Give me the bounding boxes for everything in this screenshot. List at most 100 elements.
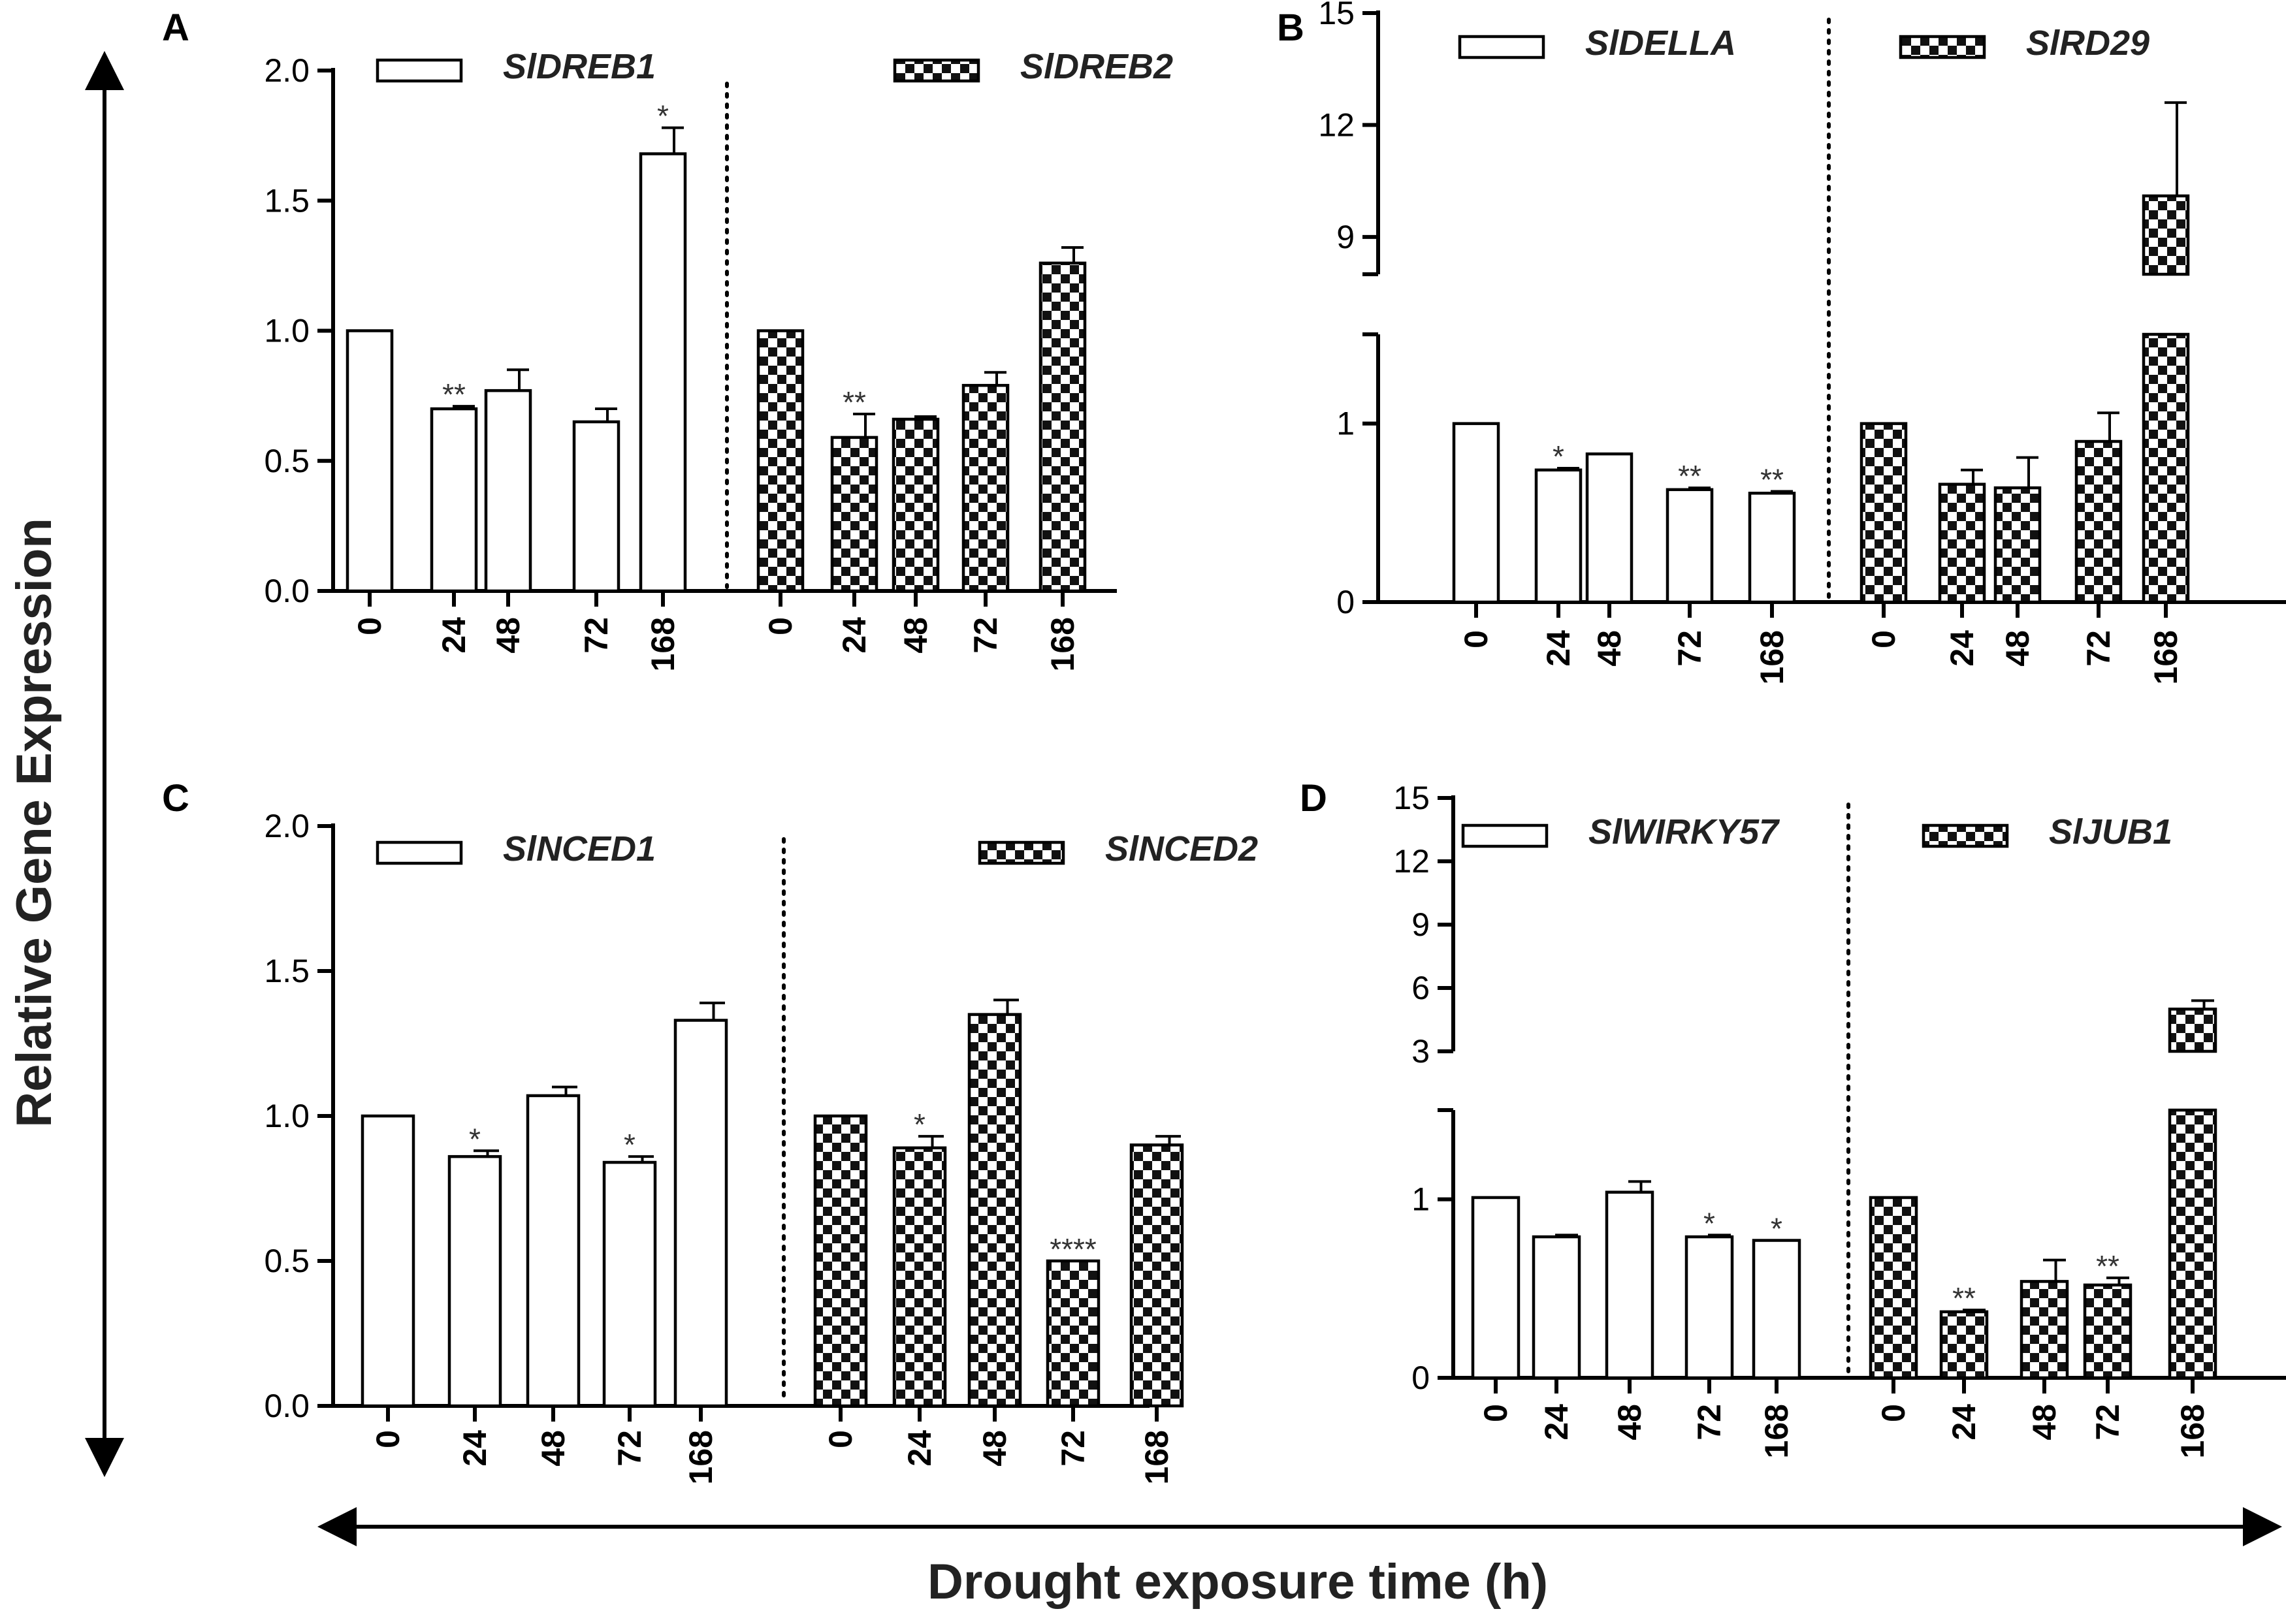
significance-mark: * [469,1122,481,1156]
bar-slnced2-0 [813,1114,868,1408]
bar-sldreb1-168 [639,152,687,593]
significance-mark: * [1703,1206,1715,1240]
bar-sljub1-0 [1869,1196,1918,1380]
x-tick-label: 24 [1540,630,1577,667]
x-tick-label: 168 [645,617,681,671]
significance-mark: * [1553,439,1564,473]
legend-swatch-slrd29 [1899,35,1986,59]
legend-swatch-sljub1 [1922,823,2009,848]
bar-sldreb1-48 [484,389,532,593]
x-tick-label: 72 [1691,1404,1728,1441]
x-tick-label: 168 [1044,617,1081,671]
bar-sldella-72 [1666,488,1714,604]
x-tick-label: 72 [2080,630,2117,667]
x-tick-label: 48 [1591,630,1628,667]
x-tick-label: 48 [1999,630,2036,667]
x-tick-label: 24 [436,617,472,654]
x-tick-label: 168 [1138,1430,1175,1484]
x-tick-label: 48 [1611,1404,1648,1441]
x-tick-label: 168 [1754,630,1790,684]
bar-slnced1-24 [447,1154,502,1408]
y-tick-label: 0.0 [264,1388,310,1424]
bar-sldreb2-24 [830,436,878,593]
panel-letter: C [162,777,189,820]
y-tick-label: 15 [1393,780,1430,816]
y-axis-title: Relative Gene Expression [7,518,62,1128]
x-tick-label: 168 [1758,1404,1795,1458]
bar-slnced2-24 [892,1146,947,1408]
y-tick-label: 1.0 [264,313,310,349]
bar-slwirky57-24 [1532,1235,1581,1380]
y-tick-label: 6 [1411,970,1430,1006]
bar-sldreb2-72 [961,383,1010,593]
x-tick-label: 72 [1055,1430,1091,1467]
bar-sldella-0 [1452,422,1500,604]
y-tick-label: 12 [1393,843,1430,880]
x-tick-label: 0 [370,1430,406,1448]
significance-mark: **** [1050,1232,1097,1266]
panel-letter: A [162,7,189,49]
legend-label-slrd29: SlRD29 [2026,24,2149,63]
x-tick-label: 72 [2089,1404,2126,1441]
x-tick-label: 168 [2174,1404,2211,1458]
y-tick-label: 3 [1411,1033,1430,1070]
y-tick-label: 15 [1318,0,1355,31]
y-tick-label: 1.0 [264,1098,310,1134]
bar-sljub1-168-lower [2168,1108,2217,1380]
y-tick-label: 9 [1336,219,1355,255]
significance-mark: ** [442,377,466,411]
bar-sljub1-24 [1939,1310,1989,1380]
bar-sldreb1-72 [572,420,620,593]
x-tick-label: 0 [351,617,388,635]
y-tick-label: 9 [1411,906,1430,943]
significance-mark: * [914,1107,926,1141]
bar-sldreb1-24 [430,407,478,593]
panel-c: C 0.0 0.5 1.0 1.5 2.0 0 24 * 48 72 * 168 SlNCED1 0 24 * 4… [162,777,1258,1484]
bar-slrd29-168-lower [2142,332,2190,604]
x-tick-label: 48 [490,617,526,654]
significance-mark: ** [1678,459,1701,493]
bar-sldella-48 [1585,452,1634,604]
y-tick-label: 1 [1336,406,1355,442]
x-tick-label: 72 [578,617,615,654]
bar-sldreb2-0 [756,329,805,593]
y-tick-label: 1.5 [264,953,310,989]
y-tick-label: 12 [1318,106,1355,143]
significance-mark: ** [843,385,866,419]
bar-slrd29-24 [1938,483,1986,604]
y-tick-label: 0 [1411,1360,1430,1396]
x-tick-label: 24 [901,1430,938,1467]
legend-label-sldreb1: SlDREB1 [503,47,656,86]
panel-d: D 0 1 3 6 9 12 15 0 24 48 72 * 168 * SlWIRKY57 0 24 ** 48 72… [1300,777,2286,1458]
bar-sljub1-48 [2020,1280,2069,1380]
bar-sljub1-72 [2083,1283,2133,1380]
panel-letter: D [1300,777,1327,820]
bar-slwirky57-0 [1471,1196,1521,1380]
x-tick-label: 0 [1458,630,1494,648]
bar-sldreb2-48 [892,417,940,593]
legend-label-sldreb2: SlDREB2 [1020,47,1173,86]
x-tick-label: 24 [1538,1404,1575,1441]
significance-mark: ** [1952,1281,1976,1315]
bar-slrd29-48 [1993,486,2042,604]
bar-sljub1-168-upper [2168,1008,2217,1053]
y-tick-label: 1.5 [264,182,310,219]
x-tick-label: 0 [822,1430,859,1448]
x-tick-label: 48 [535,1430,572,1467]
panel-a: A 0.0 0.5 1.0 1.5 2.0 0 24 ** 48 72 168 *SlDREB1 0 24 *… [162,7,1173,671]
legend-label-slwirky57: SlWIRKY57 [1588,812,1780,852]
bar-slrd29-168-upper [2142,194,2190,276]
significance-mark: ** [2096,1249,2119,1283]
x-tick-label: 24 [457,1430,493,1467]
bar-slwirky57-72 [1684,1235,1734,1380]
significance-mark: * [657,99,669,133]
y-tick-label: 0.5 [264,443,310,479]
x-tick-label: 0 [1865,630,1902,648]
bar-slnced1-48 [526,1094,581,1408]
y-tick-label: 0 [1336,584,1355,620]
bar-sldreb2-168 [1038,261,1087,593]
bar-slnced1-168 [673,1019,728,1408]
legend-swatch-slnced1 [376,840,463,865]
x-tick-label: 48 [976,1430,1013,1467]
